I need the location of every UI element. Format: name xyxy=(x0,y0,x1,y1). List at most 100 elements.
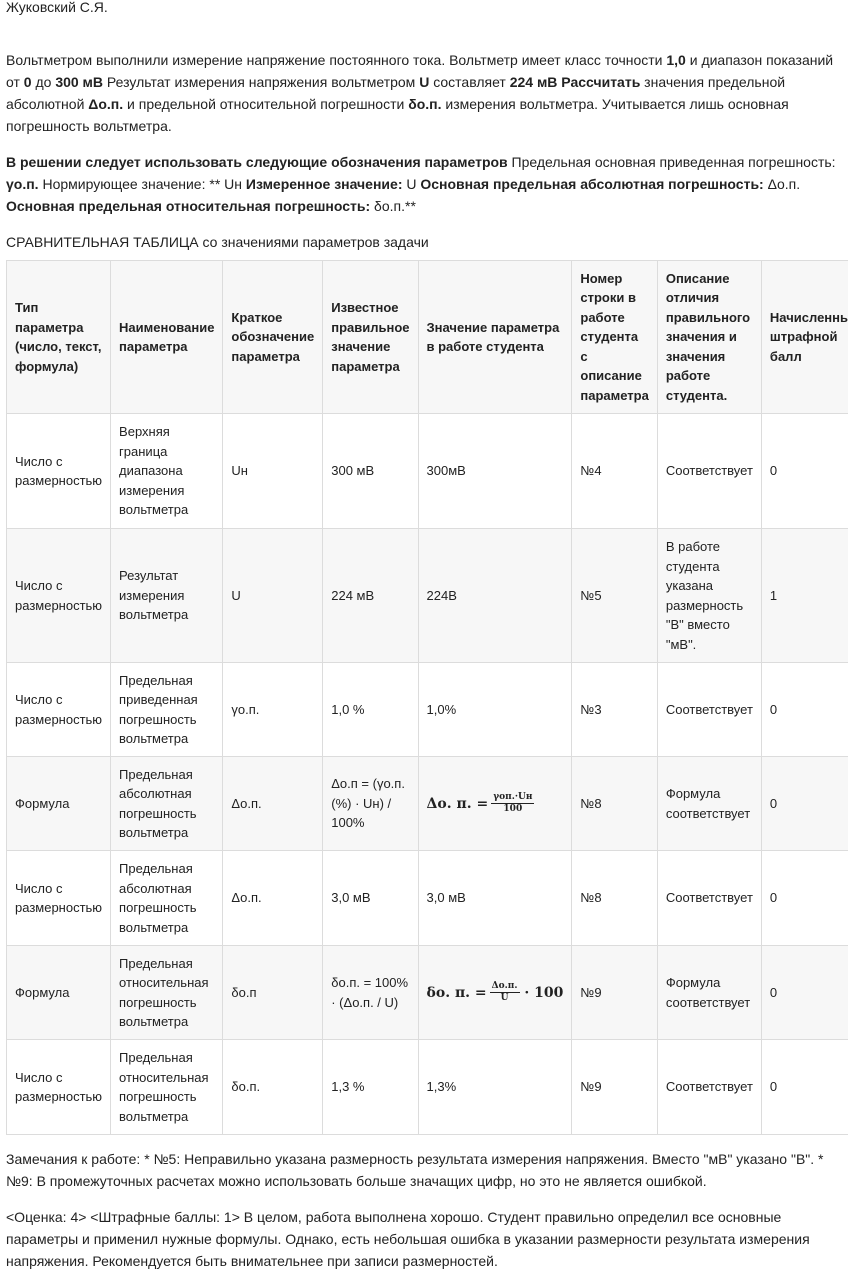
table-cell: В работе студента указана размерность "В… xyxy=(656,528,762,663)
table-cell: Предельная абсолютная погрешность вольтм… xyxy=(110,756,224,851)
table-cell: 3,0 мВ xyxy=(417,850,573,946)
table-cell: δо. п. = Δо.п. U · 100 xyxy=(417,945,573,1040)
text-segment: измерения вольтметра. Учитывается лишь о… xyxy=(6,96,789,134)
table-cell: 1,3 % xyxy=(322,1039,419,1135)
bold-text: 0 xyxy=(23,74,32,90)
table-cell: Число с размерностью xyxy=(5,1039,112,1135)
table-cell: δо.п. xyxy=(222,1039,324,1135)
table-cell: 1,3% xyxy=(417,1039,573,1135)
bold-text: Основная предельная относительная погреш… xyxy=(6,198,371,214)
table-cell: δо.п. = 100% · (Δо.п. / U) xyxy=(322,945,419,1040)
table-cell: δо.п xyxy=(222,945,324,1040)
table-row: Число с размерностью Предельная приведенн… xyxy=(5,662,848,757)
table-cell: 300мВ xyxy=(417,413,573,529)
table-cell: Формула xyxy=(5,945,112,1040)
table-cell: U xyxy=(222,528,324,663)
table-cell: Соответствует xyxy=(656,413,762,529)
table-cell: №9 xyxy=(571,1039,658,1135)
table-cell: Число с размерностью xyxy=(5,850,112,946)
remarks: Замечания к работе: * №5: Неправильно ук… xyxy=(6,1151,824,1189)
table-cell: 0 xyxy=(760,1039,848,1135)
bold-text: U xyxy=(419,74,430,90)
notation-instructions: В решении следует использовать следующие… xyxy=(6,151,848,217)
task-statement: Вольтметром выполнили измерение напряжен… xyxy=(6,49,848,137)
column-header: Начисленный штрафной балл xyxy=(760,260,848,414)
table-row: Формула Предельная относительная погрешно… xyxy=(5,945,848,1040)
bold-text: Измеренное значение: xyxy=(245,176,403,192)
text-segment: Предельная основная приведенная погрешно… xyxy=(507,154,836,170)
table-cell: Δо.п. xyxy=(222,756,324,851)
table-row: Формула Предельная абсолютная погрешность… xyxy=(5,756,848,851)
table-cell: №4 xyxy=(571,413,658,529)
text-segment: Нормирующее значение: ** Uн xyxy=(38,176,246,192)
table-row: Число с размерностью Результат измерения … xyxy=(5,528,848,663)
table-cell: γо.п. xyxy=(222,662,324,757)
math-formula: Δо. п. = γоп.·Uн 100 xyxy=(426,792,535,814)
table-cell: 1,0% xyxy=(417,662,573,757)
text-segment: и диапазон показаний от xyxy=(6,52,834,90)
bold-text: δо.п. xyxy=(408,96,442,112)
column-header: Описание отличия правильного значения и … xyxy=(656,260,762,414)
table-cell: 0 xyxy=(760,756,848,851)
table-cell: Формула соответствует xyxy=(656,756,762,851)
text-segment: до xyxy=(31,74,56,90)
table-cell: 224В xyxy=(417,528,573,663)
comparison-table: Тип параметра (число, текст, формула) Наи… xyxy=(5,260,848,1135)
author: Жуковский С.Я. xyxy=(6,0,108,15)
bold-text: 1,0 xyxy=(666,52,686,68)
text-segment: Результат измерения напряжения вольтметр… xyxy=(103,74,420,90)
bold-text: Основная предельная абсолютная погрешнос… xyxy=(420,176,764,192)
table-cell: Предельная приведенная погрешность вольт… xyxy=(110,662,224,757)
table-cell: Формула xyxy=(5,756,112,851)
table-cell: 0 xyxy=(760,413,848,529)
column-header: Значение параметра в работе студента xyxy=(417,260,573,414)
text-segment: и предельной относительной погрешности xyxy=(123,96,409,112)
table-cell: Δо. п. = γоп.·Uн 100 xyxy=(417,756,573,851)
table-cell: Δо.п. xyxy=(222,850,324,946)
grade-summary: <Оценка: 4> <Штрафные баллы: 1> В целом,… xyxy=(6,1209,810,1269)
table-cell: Формула соответствует xyxy=(656,945,762,1040)
table-row: Число с размерностью Верхняя граница диап… xyxy=(5,413,848,529)
bold-text: В решении следует использовать следующие… xyxy=(6,154,508,170)
text-segment: Δо.п. xyxy=(763,176,801,192)
bold-text: Δо.п. xyxy=(88,96,124,112)
table-cell: 1 xyxy=(760,528,848,663)
column-header: Наименование параметра xyxy=(110,260,224,414)
table-cell: Число с размерностью xyxy=(5,662,112,757)
text-segment: составляет xyxy=(429,74,510,90)
text-segment: U xyxy=(402,176,421,192)
column-header: Краткое обозначение параметра xyxy=(222,260,324,414)
table-cell: Верхняя граница диапазона измерения воль… xyxy=(110,413,224,529)
table-row: Число с размерностью Предельная относител… xyxy=(5,1039,848,1135)
table-cell: Предельная относительная погрешность вол… xyxy=(110,1039,224,1135)
table-cell: 3,0 мВ xyxy=(322,850,419,946)
column-header: Номер строки в работе студента с описани… xyxy=(571,260,658,414)
table-cell: 0 xyxy=(760,945,848,1040)
table-cell: Соответствует xyxy=(656,1039,762,1135)
text-segment: значения предельной абсолютной xyxy=(6,74,786,112)
table-cell: Соответствует xyxy=(656,850,762,946)
math-formula: δо. п. = Δо.п. U · 100 xyxy=(426,981,564,1003)
table-cell: Uн xyxy=(222,413,324,529)
table-cell: №5 xyxy=(571,528,658,663)
table-caption: СРАВНИТЕЛЬНАЯ ТАБЛИЦА со значениями пара… xyxy=(6,234,429,250)
bold-text: 224 мВ Рассчитать xyxy=(509,74,641,90)
bold-text: γо.п. xyxy=(6,176,39,192)
table-cell: №9 xyxy=(571,945,658,1040)
table-cell: Число с размерностью xyxy=(5,413,112,529)
table-row: Число с размерностью Предельная абсолютна… xyxy=(5,850,848,946)
table-header-row: Тип параметра (число, текст, формула) Наи… xyxy=(5,260,848,414)
table-cell: Результат измерения вольтметра xyxy=(110,528,224,663)
table-cell: 224 мВ xyxy=(322,528,419,663)
table-cell: Предельная абсолютная погрешность вольтм… xyxy=(110,850,224,946)
text-segment: Вольтметром выполнили измерение напряжен… xyxy=(6,52,667,68)
table-cell: №8 xyxy=(571,850,658,946)
column-header: Тип параметра (число, текст, формула) xyxy=(5,260,112,414)
bold-text: 300 мВ xyxy=(55,74,104,90)
table-cell: 0 xyxy=(760,662,848,757)
table-cell: Δо.п = (γо.п. (%) · Uн) / 100% xyxy=(322,756,419,851)
table-cell: 0 xyxy=(760,850,848,946)
table-cell: Предельная относительная погрешность вол… xyxy=(110,945,224,1040)
table-cell: Соответствует xyxy=(656,662,762,757)
